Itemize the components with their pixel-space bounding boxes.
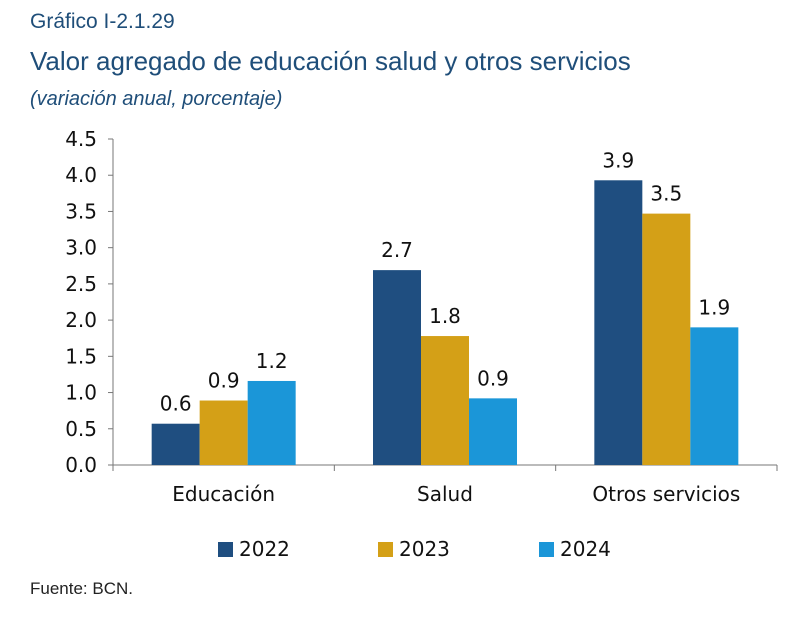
legend-item-2024: 2024 [539,534,611,564]
data-label: 1.9 [698,295,730,319]
legend-item-2022: 2022 [218,534,290,564]
data-label: 2.7 [381,238,413,262]
data-label: 0.9 [208,369,240,393]
bar-2022 [373,270,421,465]
source-note: Fuente: BCN. [30,579,133,598]
data-label: 0.9 [477,366,509,390]
data-label: 3.5 [650,182,682,206]
legend-swatch-2022 [218,541,233,557]
bar-2024 [469,398,517,465]
data-label: 1.8 [429,304,461,328]
chart-title: Valor agregado de educación salud y otro… [30,46,631,76]
bar-2024 [247,380,296,465]
chart-kicker: Gráfico I-2.1.29 [30,10,175,33]
legend-label-2022: 2022 [239,537,290,561]
legend-item-2023: 2023 [378,534,450,564]
data-label: 0.6 [160,392,192,416]
y-tick-label: 0.0 [65,453,97,477]
y-tick-label: 1.0 [65,381,97,405]
data-label: 3.9 [602,148,634,172]
legend-label-2024: 2024 [560,537,611,561]
y-tick-label: 3.5 [65,199,97,223]
legend-label-2023: 2023 [399,537,450,561]
y-tick-label: 2.5 [65,272,97,296]
bar-2022 [151,423,200,465]
x-tick-label: Otros servicios [592,482,740,506]
chart-legend: 2022 2023 2024 [0,534,799,564]
data-label: 1.2 [256,349,288,373]
bar-2024 [690,327,739,465]
x-tick-label: Educación [172,482,275,506]
legend-swatch-2024 [539,541,554,557]
bar-2022 [594,180,643,465]
chart-subtitle: (variación anual, porcentaje) [30,88,283,110]
y-tick-label: 2.0 [65,308,97,332]
bar-2023 [642,213,691,465]
bar-2023 [421,336,469,465]
y-tick-label: 0.5 [65,417,97,441]
x-tick-label: Salud [417,482,473,506]
legend-swatch-2023 [378,541,393,557]
y-tick-label: 3.0 [65,236,97,260]
y-tick-label: 4.0 [65,163,97,187]
y-tick-label: 1.5 [65,344,97,368]
y-tick-label: 4.5 [65,127,97,151]
bar-2023 [199,400,248,465]
